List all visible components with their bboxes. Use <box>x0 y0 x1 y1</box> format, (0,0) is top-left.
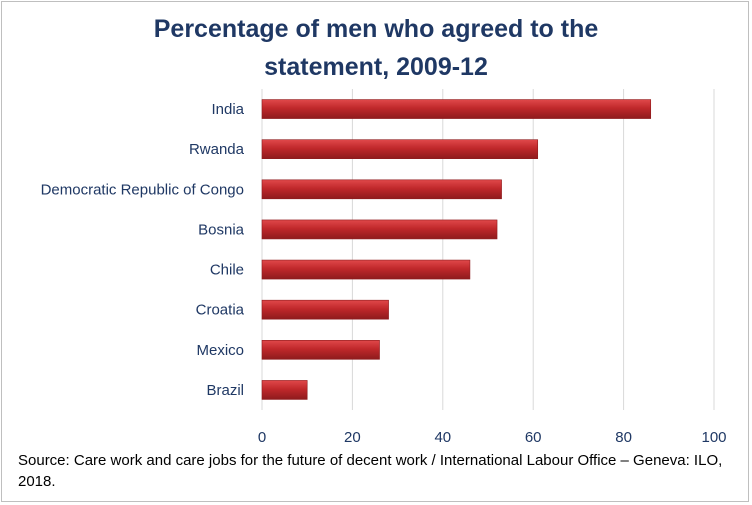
x-tick-label: 0 <box>258 429 266 446</box>
bar-mexico <box>261 340 380 360</box>
x-axis-tick-labels: 0 20 40 60 80 100 <box>258 429 727 446</box>
x-tick-label: 60 <box>525 429 542 446</box>
gridlines <box>261 89 715 410</box>
category-label: Mexico <box>196 342 244 359</box>
category-labels: India Rwanda Democratic Republic of Congo B… <box>41 101 245 399</box>
bar-bosnia <box>261 219 498 240</box>
chart-title: Percentage of men who agreed to the stat… <box>0 10 752 86</box>
bar-rwanda <box>261 139 539 159</box>
category-label: Bosnia <box>198 221 245 238</box>
bar-chile <box>261 259 471 280</box>
chart-title-line-1: Percentage of men who agreed to the <box>153 15 599 43</box>
bar-india <box>261 99 652 119</box>
bar-croatia <box>261 299 389 320</box>
category-label: Democratic Republic of Congo <box>41 181 244 198</box>
bar-brazil <box>261 380 308 400</box>
bar-democratic-republic-of-congo <box>261 179 502 200</box>
x-tick-label: 100 <box>701 429 726 446</box>
x-tick-label: 40 <box>434 429 451 446</box>
category-label: Chile <box>210 262 244 279</box>
category-label: India <box>211 101 244 118</box>
bars <box>261 99 652 400</box>
category-label: Rwanda <box>189 141 245 158</box>
category-label: Brazil <box>206 382 244 399</box>
source-note: Source: Care work and care jobs for the … <box>18 452 723 490</box>
x-tick-label: 80 <box>615 429 632 446</box>
x-tick-label: 20 <box>344 429 361 446</box>
chart-title-line-2: statement, 2009-12 <box>264 53 488 81</box>
category-label: Croatia <box>196 302 245 319</box>
